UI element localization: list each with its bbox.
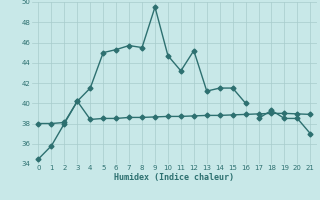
X-axis label: Humidex (Indice chaleur): Humidex (Indice chaleur) (115, 173, 234, 182)
